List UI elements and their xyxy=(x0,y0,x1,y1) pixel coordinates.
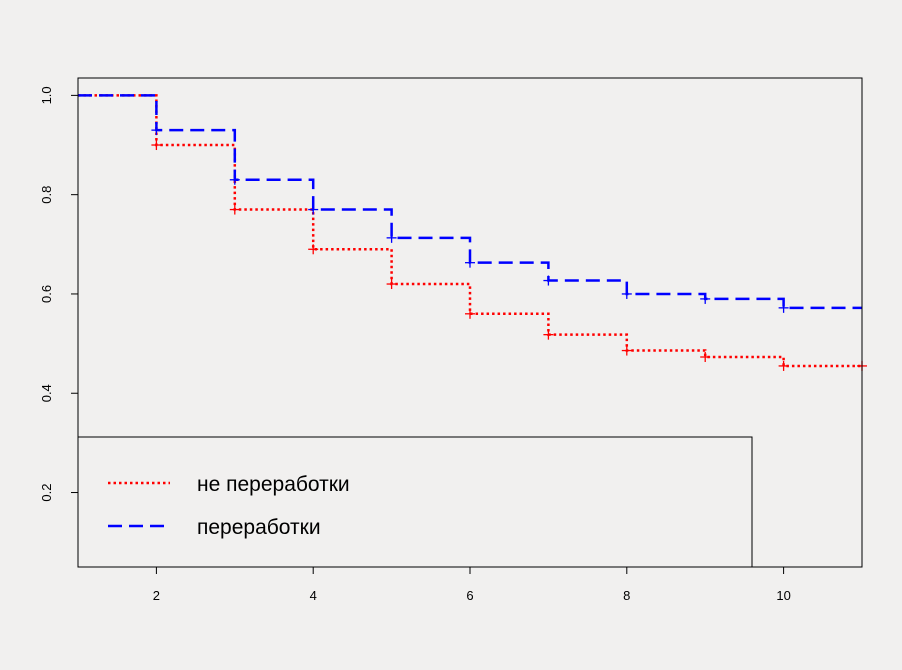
legend: не переработки переработки xyxy=(77,436,753,568)
x-axis: 2 4 6 8 10 xyxy=(153,567,791,603)
y-tick-label: 0.2 xyxy=(39,483,54,501)
censor-mark xyxy=(778,302,789,313)
legend-label-0: не переработки xyxy=(197,473,350,496)
y-tick-label: 0.4 xyxy=(39,384,54,402)
legend-box xyxy=(77,436,753,568)
series-line-1 xyxy=(78,94,862,310)
censor-mark xyxy=(229,204,240,215)
censor-mark xyxy=(308,204,319,215)
censor-mark xyxy=(465,308,475,319)
x-tick-label: 8 xyxy=(623,588,630,603)
series-line-0 xyxy=(78,94,862,368)
y-tick-label: 1.0 xyxy=(39,86,54,104)
censor-mark xyxy=(229,174,240,185)
censor-mark xyxy=(465,257,475,268)
censor-mark xyxy=(621,345,632,356)
censor-mark xyxy=(308,244,319,255)
censor-mark xyxy=(778,360,789,371)
censor-mark xyxy=(543,329,554,340)
series-layer xyxy=(78,94,867,371)
censor-mark xyxy=(151,125,162,136)
y-axis: 0.2 0.4 0.6 0.8 1.0 xyxy=(39,86,78,502)
censor-mark xyxy=(386,232,397,243)
censor-mark xyxy=(700,293,711,304)
censor-mark xyxy=(386,279,397,290)
censor-mark xyxy=(151,140,162,151)
x-tick-label: 4 xyxy=(310,588,317,603)
x-tick-label: 2 xyxy=(153,588,160,603)
censor-mark xyxy=(621,288,632,299)
x-tick-label: 10 xyxy=(776,588,790,603)
y-tick-label: 0.8 xyxy=(39,186,54,204)
x-tick-label: 6 xyxy=(466,588,473,603)
legend-label-1: переработки xyxy=(197,516,321,539)
y-tick-label: 0.6 xyxy=(39,285,54,303)
censor-mark xyxy=(700,352,711,363)
censor-mark xyxy=(543,275,554,286)
